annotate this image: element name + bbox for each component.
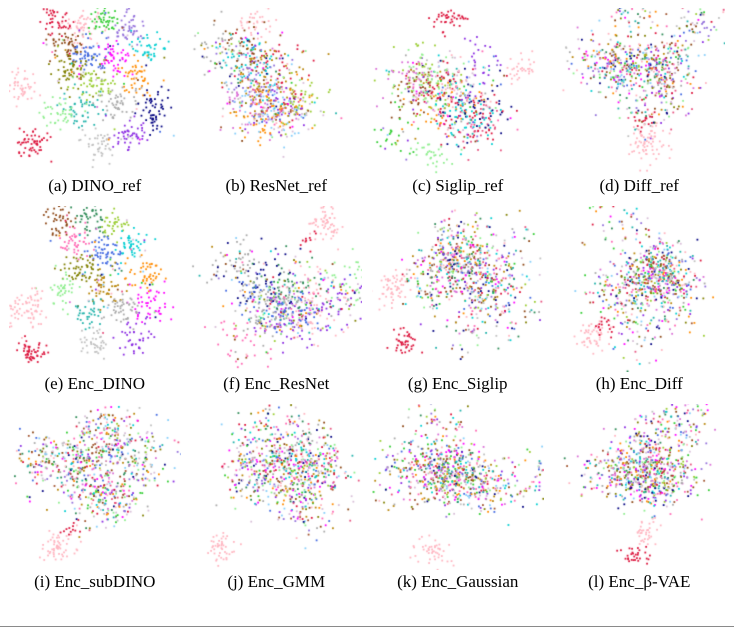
panel-caption-f: (f) Enc_ResNet — [223, 374, 330, 393]
scatter-plot-b — [190, 8, 363, 174]
tsne-panel-c: (c) Siglip_ref — [367, 8, 549, 196]
scatter-plot-c — [371, 8, 544, 174]
tsne-panel-g: (g) Enc_Siglip — [367, 206, 549, 394]
scatter-plot-l — [553, 404, 726, 570]
tsne-panel-f: (f) Enc_ResNet — [186, 206, 368, 394]
tsne-panel-j: (j) Enc_GMM — [186, 404, 368, 592]
panel-caption-k: (k) Enc_Gaussian — [397, 572, 519, 591]
panel-caption-a: (a) DINO_ref — [48, 176, 142, 195]
figure-bottom-rule — [0, 626, 734, 627]
scatter-plot-k — [371, 404, 544, 570]
scatter-plot-g — [371, 206, 544, 372]
tsne-panel-e: (e) Enc_DINO — [4, 206, 186, 394]
tsne-panel-b: (b) ResNet_ref — [186, 8, 368, 196]
scatter-plot-e — [8, 206, 181, 372]
scatter-plot-f — [190, 206, 363, 372]
panel-caption-g: (g) Enc_Siglip — [407, 374, 508, 393]
tsne-panel-a: (a) DINO_ref — [4, 8, 186, 196]
tsne-panel-l: (l) Enc_β-VAE — [549, 404, 731, 592]
scatter-plot-i — [8, 404, 181, 570]
panel-caption-b: (b) ResNet_ref — [225, 176, 328, 195]
panel-caption-e: (e) Enc_DINO — [44, 374, 146, 393]
panel-caption-i: (i) Enc_subDINO — [34, 572, 156, 591]
panel-caption-d: (d) Diff_ref — [599, 176, 679, 195]
panel-caption-j: (j) Enc_GMM — [227, 572, 326, 591]
tsne-panel-k: (k) Enc_Gaussian — [367, 404, 549, 592]
scatter-plot-j — [190, 404, 363, 570]
tsne-panel-i: (i) Enc_subDINO — [4, 404, 186, 592]
scatter-plot-d — [553, 8, 726, 174]
panel-caption-h: (h) Enc_Diff — [595, 374, 683, 393]
scatter-plot-a — [8, 8, 181, 174]
panel-caption-c: (c) Siglip_ref — [412, 176, 504, 195]
tsne-panel-h: (h) Enc_Diff — [549, 206, 731, 394]
panel-caption-l: (l) Enc_β-VAE — [588, 572, 691, 591]
tsne-grid: (a) DINO_ref (b) ResNet_ref (c) Siglip_r… — [4, 8, 730, 592]
scatter-plot-h — [553, 206, 726, 372]
tsne-panel-d: (d) Diff_ref — [549, 8, 731, 196]
